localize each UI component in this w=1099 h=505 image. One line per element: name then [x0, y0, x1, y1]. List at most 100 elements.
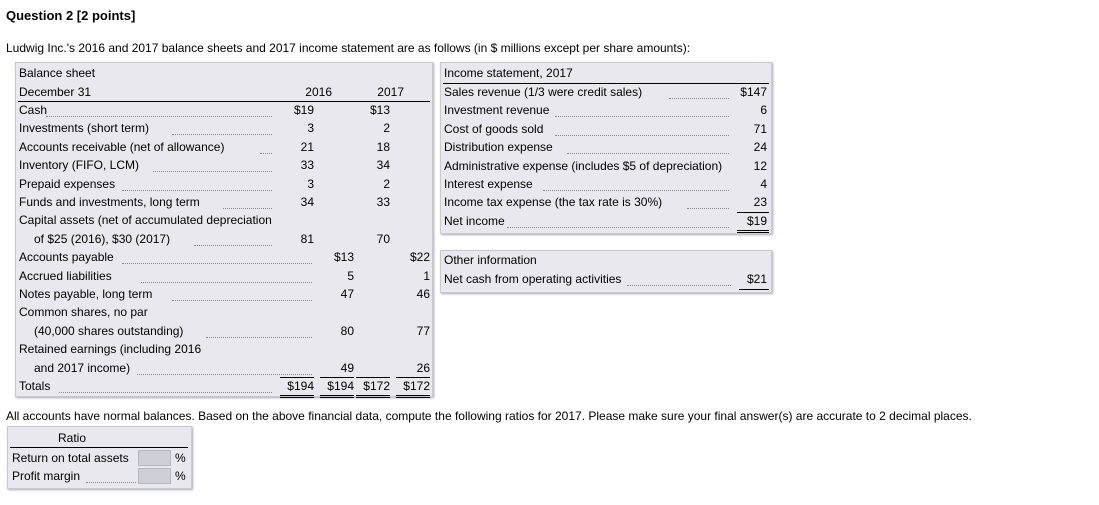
income-statement-value: $147 — [729, 85, 767, 99]
balance-sheet-row-label: Accounts receivable (net of allowance) — [19, 140, 224, 154]
balance-sheet-row-label: Cash — [19, 103, 47, 117]
leader-dots — [194, 245, 272, 246]
balance-sheet-value: 80 — [318, 324, 354, 338]
leader-dots — [687, 208, 729, 209]
balance-sheet-row-label: Inventory (FIFO, LCM) — [19, 158, 139, 172]
operating-cash-value: $21 — [731, 272, 767, 286]
income-statement-row-label: Distribution expense — [444, 140, 553, 154]
total-double-rule — [280, 395, 314, 398]
balance-sheet-row-label: Totals — [19, 379, 50, 393]
balance-sheet-value: 70 — [354, 232, 390, 246]
return-on-assets-label: Return on total assets — [12, 451, 129, 465]
income-statement-row-label: Sales revenue (1/3 were credit sales) — [444, 85, 642, 99]
profit-margin-unit: % — [175, 469, 186, 483]
leader-dots — [507, 227, 729, 228]
total-rule — [396, 377, 430, 378]
header-underline — [18, 101, 430, 102]
balance-sheet-value: 33 — [354, 195, 390, 209]
income-statement-panel: Income statement, 2017 Sales revenue (1/… — [440, 62, 772, 234]
income-statement-header: Income statement, 2017 — [444, 66, 573, 80]
leader-dots — [46, 116, 272, 117]
balance-sheet-row-label: Accrued liabilities — [19, 269, 112, 283]
total-double-rule — [396, 395, 430, 398]
total-rule — [356, 377, 390, 378]
balance-sheet-value: 21 — [278, 140, 314, 154]
leader-dots — [122, 190, 272, 191]
balance-sheet-header: Balance sheet — [19, 66, 95, 80]
balance-sheet-value: 33 — [278, 158, 314, 172]
total-double-rule — [320, 395, 354, 398]
total-rule — [320, 377, 354, 378]
ratio-header: Ratio — [58, 431, 86, 445]
column-header-2016: 2016 — [286, 85, 332, 99]
profit-margin-label: Profit margin — [12, 469, 80, 483]
leader-dots — [543, 190, 729, 191]
operating-cash-underline — [739, 289, 769, 290]
balance-sheet-row-label: Funds and investments, long term — [19, 195, 200, 209]
balance-sheet-value: 34 — [354, 158, 390, 172]
balance-sheet-row-label: Prepaid expenses — [19, 177, 115, 191]
income-statement-value: 6 — [729, 103, 767, 117]
other-information-header: Other information — [444, 253, 537, 267]
income-statement-value: 4 — [729, 177, 767, 191]
balance-sheet-row-label: Notes payable, long term — [19, 287, 152, 301]
operating-cash-label: Net cash from operating activities — [444, 272, 621, 286]
other-information-panel: Other information Net cash from operatin… — [440, 250, 772, 293]
balance-sheet-value: $194 — [278, 379, 314, 393]
income-statement-row-label: Cost of goods sold — [444, 122, 543, 136]
profit-margin-input[interactable] — [138, 468, 171, 484]
balance-sheet-value: 2 — [354, 121, 390, 135]
balance-sheet-value: $22 — [394, 250, 430, 264]
ratio-answer-panel: Ratio Return on total assets % Profit ma… — [7, 426, 192, 489]
balance-sheet-value: 3 — [278, 177, 314, 191]
balance-sheet-value: $13 — [318, 250, 354, 264]
income-statement-value: $19 — [729, 214, 767, 228]
net-income-double-rule — [737, 230, 769, 233]
return-on-assets-input[interactable] — [138, 450, 171, 466]
income-statement-value: 24 — [729, 140, 767, 154]
leader-dots — [122, 263, 312, 264]
income-statement-value: 23 — [729, 195, 767, 209]
question-title: Question 2 [2 points] — [6, 8, 135, 23]
leader-dots — [172, 134, 272, 135]
balance-sheet-row-label: and 2017 income) — [34, 361, 130, 375]
balance-sheet-row-label: Retained earnings (including 2016 — [19, 342, 201, 356]
question-instructions: All accounts have normal balances. Based… — [6, 409, 972, 423]
balance-sheet-value: 2 — [354, 177, 390, 191]
balance-sheet-value: $19 — [278, 103, 314, 117]
total-rule — [280, 377, 314, 378]
leader-dots — [223, 208, 272, 209]
income-statement-row-label: Investment revenue — [444, 103, 549, 117]
balance-sheet-row-label: (40,000 shares outstanding) — [34, 324, 183, 338]
income-header-underline — [443, 83, 769, 84]
leader-dots — [555, 116, 729, 117]
balance-sheet-row-label: Capital assets (net of accumulated depre… — [19, 213, 272, 227]
balance-sheet-value: 49 — [318, 361, 354, 375]
balance-sheet-value: 77 — [394, 324, 430, 338]
leader-dots — [260, 153, 272, 154]
balance-sheet-row-label: Common shares, no par — [19, 305, 148, 319]
leader-dots — [567, 153, 729, 154]
balance-sheet-value: 18 — [354, 140, 390, 154]
balance-sheet-value: 47 — [318, 287, 354, 301]
leader-dots — [59, 392, 272, 393]
balance-sheet-value: 46 — [394, 287, 430, 301]
income-statement-row-label: Net income — [444, 214, 505, 228]
question-intro: Ludwig Inc.'s 2016 and 2017 balance shee… — [6, 41, 690, 55]
balance-sheet-panel: Balance sheet December 31 2016 2017 Cash… — [15, 62, 433, 397]
balance-sheet-value: 26 — [394, 361, 430, 375]
leader-dots — [206, 337, 312, 338]
balance-sheet-value: $172 — [354, 379, 390, 393]
return-on-assets-unit: % — [175, 451, 186, 465]
balance-sheet-row-label: of $25 (2016), $30 (2017) — [34, 232, 170, 246]
balance-sheet-row-label: Accounts payable — [19, 250, 114, 264]
income-statement-value: 12 — [729, 159, 767, 173]
balance-sheet-value: 81 — [278, 232, 314, 246]
balance-sheet-value: $172 — [394, 379, 430, 393]
income-statement-row-label: Administrative expense (includes $5 of d… — [444, 159, 722, 173]
balance-sheet-value: $194 — [318, 379, 354, 393]
net-income-rule — [737, 212, 769, 213]
balance-sheet-row-label: Investments (short term) — [19, 121, 149, 135]
balance-sheet-value: 34 — [278, 195, 314, 209]
leader-dots — [669, 98, 729, 99]
